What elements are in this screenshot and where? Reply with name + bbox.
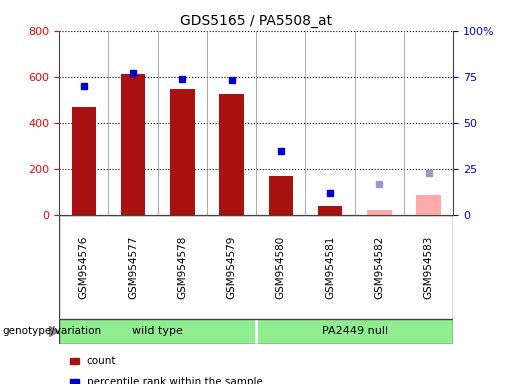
Bar: [416, 195, 441, 215]
Text: GSM954579: GSM954579: [227, 235, 236, 299]
Text: GSM954576: GSM954576: [79, 235, 89, 299]
Text: wild type: wild type: [132, 326, 183, 336]
Bar: [121, 74, 145, 215]
Text: GSM954583: GSM954583: [423, 235, 434, 299]
Bar: [367, 210, 391, 215]
Text: count: count: [87, 356, 116, 366]
Bar: [219, 94, 244, 215]
Title: GDS5165 / PA5508_at: GDS5165 / PA5508_at: [180, 14, 332, 28]
Text: PA2449 null: PA2449 null: [322, 326, 388, 336]
Text: percentile rank within the sample: percentile rank within the sample: [87, 377, 263, 384]
Bar: [59, 319, 256, 344]
Text: GSM954578: GSM954578: [177, 235, 187, 299]
Bar: [170, 89, 195, 215]
Bar: [268, 176, 293, 215]
Text: GSM954582: GSM954582: [374, 235, 384, 299]
Bar: [72, 107, 96, 215]
Bar: [318, 206, 342, 215]
Text: GSM954581: GSM954581: [325, 235, 335, 299]
Text: GSM954577: GSM954577: [128, 235, 138, 299]
Text: genotype/variation: genotype/variation: [3, 326, 101, 336]
Text: GSM954580: GSM954580: [276, 235, 286, 298]
Bar: [256, 319, 453, 344]
